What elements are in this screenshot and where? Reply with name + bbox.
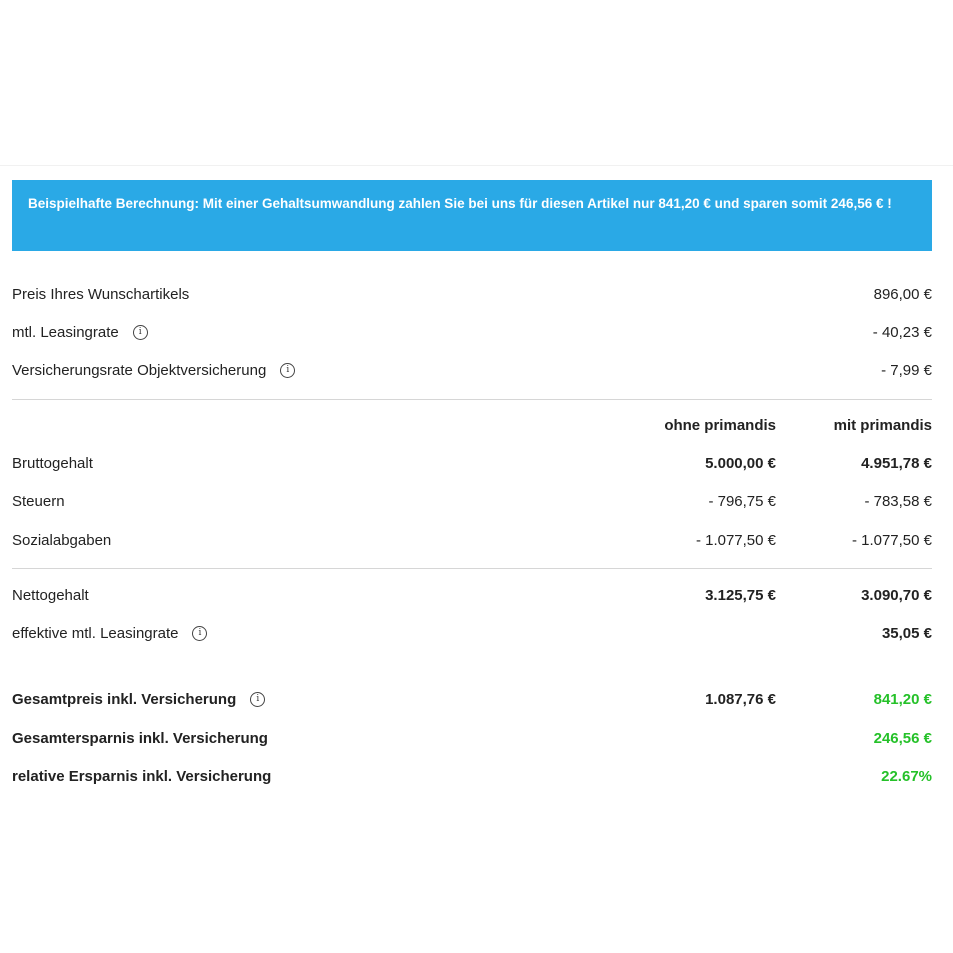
net-salary-without: 3.125,75 € xyxy=(705,587,776,604)
effective-rate-label-text: effektive mtl. Leasingrate xyxy=(12,625,179,642)
net-salary-with: 3.090,70 € xyxy=(861,587,932,604)
net-salary-row: Nettogehalt 3.125,75 € 3.090,70 € xyxy=(12,577,932,615)
total-price-label: Gesamtpreis inkl. Versicherung i xyxy=(12,681,266,719)
total-price-label-text: Gesamtpreis inkl. Versicherung xyxy=(12,691,237,708)
total-savings-row: Gesamtersparnis inkl. Versicherung 246,5… xyxy=(12,720,932,758)
salary-label-social: Sozialabgaben xyxy=(12,532,112,549)
total-price-with: 841,20 € xyxy=(873,691,932,708)
net-salary-label: Nettogehalt xyxy=(12,587,89,604)
cost-row-leasing: mtl. Leasingrate i - 40,23 € xyxy=(12,314,932,352)
effective-rate-label: effektive mtl. Leasingrate i xyxy=(12,615,208,653)
cost-label-price: Preis Ihres Wunschartikels xyxy=(12,286,190,303)
salary-gross-with: 4.951,78 € xyxy=(861,455,932,472)
salary-label-gross: Bruttogehalt xyxy=(12,455,93,472)
cost-label-leasing: mtl. Leasingrate i xyxy=(12,314,148,352)
cost-value-price: 896,00 € xyxy=(873,286,932,303)
cost-label-leasing-text: mtl. Leasingrate xyxy=(12,324,119,341)
info-circle-icon[interactable]: i xyxy=(132,324,148,340)
info-circle-icon[interactable]: i xyxy=(192,625,208,641)
total-price-row: Gesamtpreis inkl. Versicherung i 1.087,76… xyxy=(12,681,932,719)
calculation-banner: Beispielhafte Berechnung: Mit einer Geha… xyxy=(12,180,932,251)
salary-gross-without: 5.000,00 € xyxy=(705,455,776,472)
info-circle-icon[interactable]: i xyxy=(250,691,266,707)
cost-row-insurance: Versicherungsrate Objektversicherung i - … xyxy=(12,352,932,390)
cost-value-leasing: - 40,23 € xyxy=(872,324,932,341)
column-header-row: ohne primandis mit primandis xyxy=(12,407,932,445)
salary-row-social: Sozialabgaben - 1.077,50 € - 1.077,50 € xyxy=(12,522,932,560)
relative-savings-with: 22.67% xyxy=(881,768,932,785)
cost-label-insurance-text: Versicherungsrate Objektversicherung xyxy=(12,362,267,379)
cost-label-insurance: Versicherungsrate Objektversicherung i xyxy=(12,352,296,390)
salary-row-gross: Bruttogehalt 5.000,00 € 4.951,78 € xyxy=(12,445,932,483)
header-divider xyxy=(0,165,953,166)
salary-label-taxes: Steuern xyxy=(12,493,65,510)
section-divider xyxy=(12,399,932,400)
cost-value-insurance: - 7,99 € xyxy=(881,362,932,379)
salary-taxes-with: - 783,58 € xyxy=(864,493,932,510)
effective-rate-with: 35,05 € xyxy=(881,625,932,642)
total-savings-label: Gesamtersparnis inkl. Versicherung xyxy=(12,730,268,747)
salary-social-with: - 1.077,50 € xyxy=(851,532,932,549)
salary-taxes-without: - 796,75 € xyxy=(708,493,776,510)
salary-social-without: - 1.077,50 € xyxy=(695,532,776,549)
section-divider xyxy=(12,568,932,569)
banner-text: Beispielhafte Berechnung: Mit einer Geha… xyxy=(28,196,892,211)
effective-rate-row: effektive mtl. Leasingrate i 35,05 € xyxy=(12,615,932,653)
salary-row-taxes: Steuern - 796,75 € - 783,58 € xyxy=(12,483,932,521)
cost-row-price: Preis Ihres Wunschartikels 896,00 € xyxy=(12,276,932,314)
relative-savings-row: relative Ersparnis inkl. Versicherung 22… xyxy=(12,758,932,796)
total-price-without: 1.087,76 € xyxy=(705,691,776,708)
info-circle-icon[interactable]: i xyxy=(280,362,296,378)
total-savings-with: 246,56 € xyxy=(873,730,932,747)
column-header-with: mit primandis xyxy=(833,417,932,434)
column-header-without: ohne primandis xyxy=(664,417,776,434)
relative-savings-label: relative Ersparnis inkl. Versicherung xyxy=(12,768,272,785)
